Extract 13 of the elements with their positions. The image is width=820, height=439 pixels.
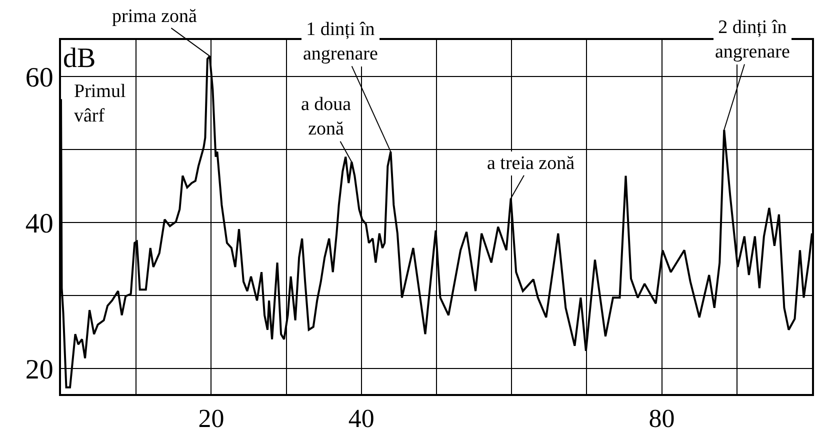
y-tick-label: 40 bbox=[25, 208, 54, 240]
annotation: prima zonă bbox=[112, 6, 198, 27]
annotation: a treia zonă bbox=[487, 153, 576, 174]
y-tick-label: 20 bbox=[25, 354, 54, 386]
x-tick-label: 80 bbox=[648, 404, 675, 434]
x-tick-label: 40 bbox=[348, 404, 374, 434]
annotation: Primul vârf bbox=[74, 81, 126, 127]
annotation: a doua zonă bbox=[301, 94, 352, 140]
y-tick-label: 60 bbox=[25, 62, 54, 94]
x-tick-label: 20 bbox=[198, 404, 224, 434]
annotation: 2 dinți în angrenare bbox=[715, 17, 790, 63]
y-axis-title: dB bbox=[63, 43, 96, 74]
annotation: 1 dinți în angrenare bbox=[303, 19, 378, 65]
